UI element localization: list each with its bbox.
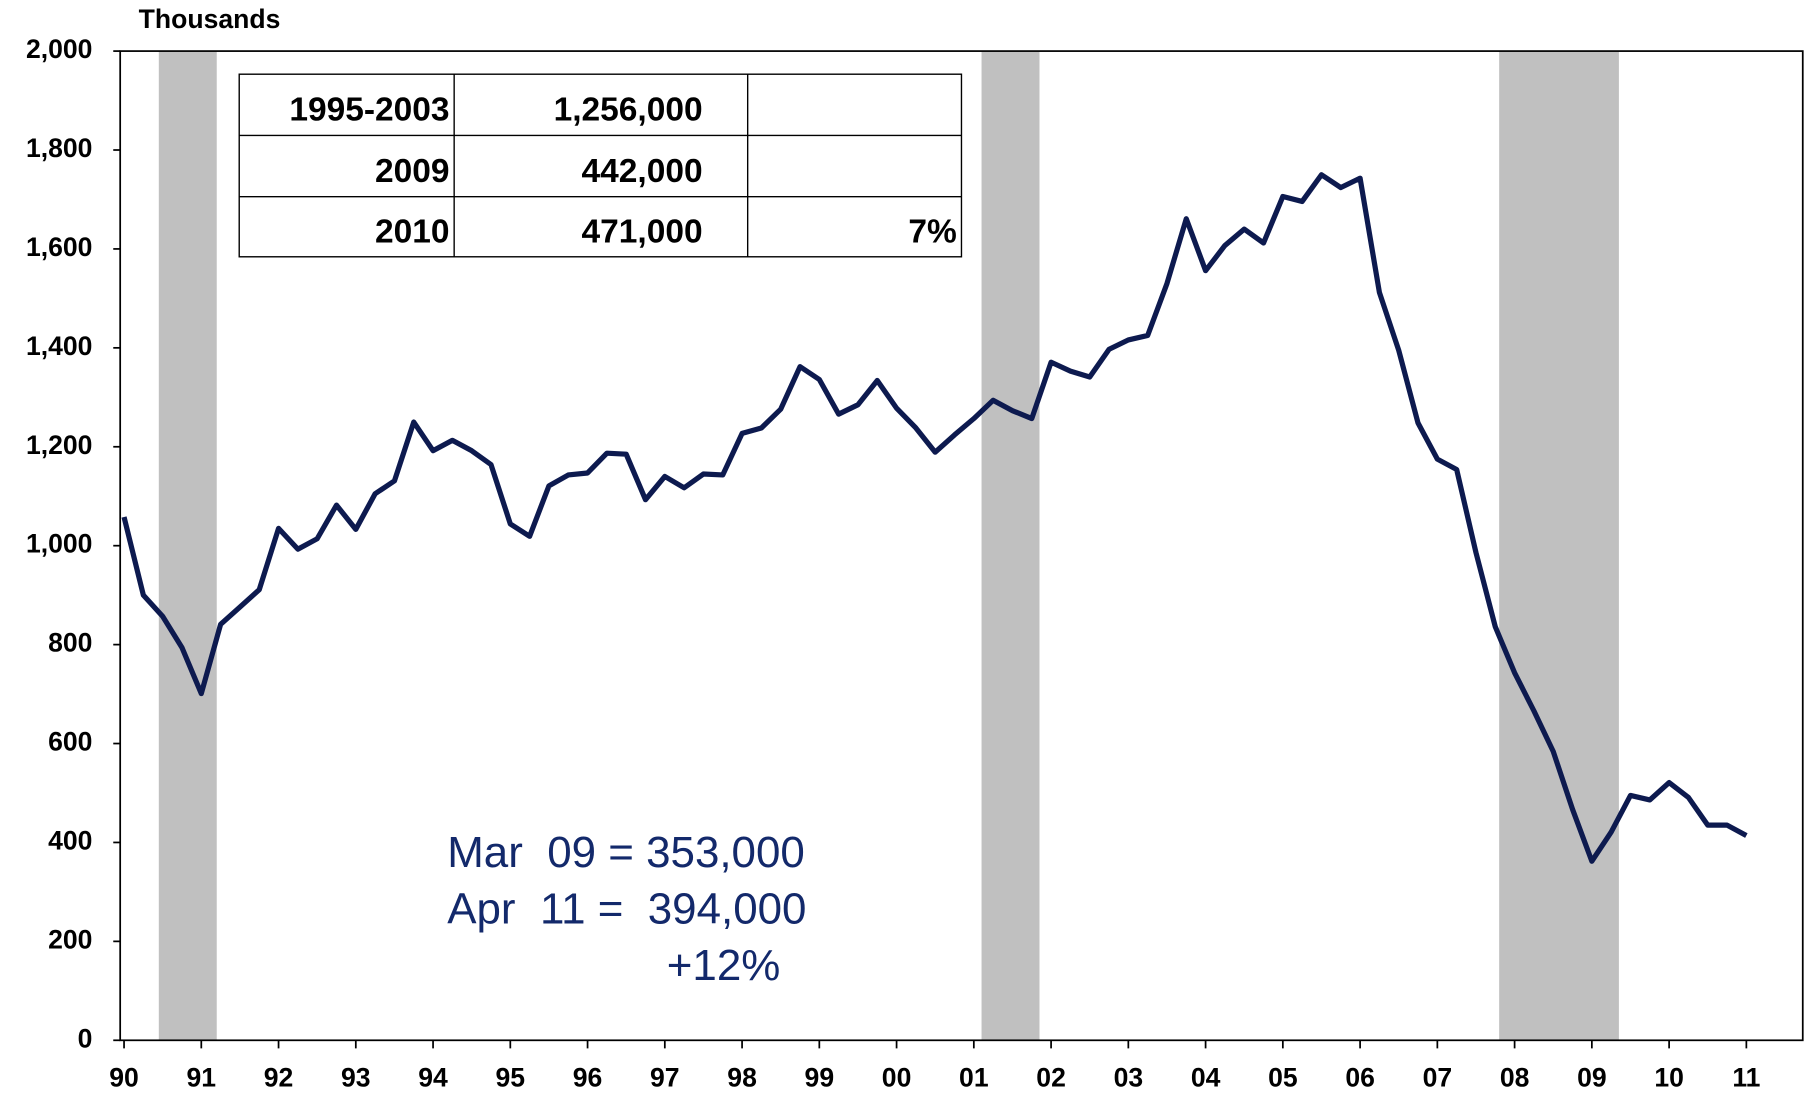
recession-band — [981, 51, 1040, 1041]
annotation: Apr 11 = 394,000 — [447, 885, 806, 934]
x-tick-label: 99 — [805, 1063, 835, 1093]
y-tick-label: 1,000 — [26, 529, 92, 559]
x-tick-label: 93 — [341, 1063, 371, 1093]
x-tick-label: 11 — [1732, 1063, 1760, 1093]
table-cell: 1,256,000 — [554, 92, 703, 129]
annotation: +12% — [667, 941, 781, 990]
x-tick-label: 03 — [1114, 1063, 1144, 1093]
plot-frame — [119, 50, 1804, 1042]
y-tick-label: 2,000 — [26, 34, 92, 64]
y-tick-label: 400 — [48, 825, 92, 855]
y-tick-label: 1,600 — [26, 232, 92, 262]
y-tick-label: 0 — [78, 1023, 93, 1053]
y-tick-label: 200 — [48, 924, 92, 954]
table-cell: 2010 — [375, 214, 450, 251]
x-tick-label: 00 — [882, 1063, 912, 1093]
y-tick-label: 600 — [48, 727, 92, 757]
x-tick-label: 05 — [1268, 1063, 1298, 1093]
x-tick-label: 95 — [496, 1063, 526, 1093]
y-axis-label: Thousands — [139, 4, 281, 34]
annotation: Mar 09 = 353,000 — [447, 828, 805, 877]
x-tick-label: 04 — [1191, 1063, 1221, 1093]
x-tick-label: 02 — [1036, 1063, 1066, 1093]
x-tick-label: 97 — [650, 1063, 680, 1093]
table-cell: 1995-2003 — [289, 92, 449, 129]
x-tick-label: 10 — [1654, 1063, 1684, 1093]
y-tick-label: 1,200 — [26, 430, 92, 460]
x-tick-label: 91 — [187, 1063, 217, 1093]
y-tick-label: 1,800 — [26, 133, 92, 163]
table-bg — [238, 73, 963, 258]
x-tick-label: 08 — [1500, 1063, 1530, 1093]
recession-band — [158, 51, 217, 1041]
table-cell: 442,000 — [582, 153, 703, 190]
table-cell: 2009 — [375, 153, 450, 190]
x-tick-label: 01 — [959, 1063, 989, 1093]
x-tick-label: 96 — [573, 1063, 603, 1093]
x-tick-label: 98 — [727, 1063, 757, 1093]
x-tick-label: 92 — [264, 1063, 294, 1093]
y-tick-label: 1,400 — [26, 331, 92, 361]
x-tick-label: 06 — [1345, 1063, 1375, 1093]
table-cell: 7% — [908, 214, 956, 251]
x-tick-label: 90 — [109, 1063, 139, 1093]
y-tick-label: 800 — [48, 628, 92, 658]
data-line — [121, 172, 1748, 864]
recession-band — [1499, 51, 1619, 1041]
x-tick-label: 09 — [1577, 1063, 1607, 1093]
x-tick-label: 94 — [418, 1063, 448, 1093]
x-tick-label: 07 — [1423, 1063, 1453, 1093]
table-cell: 471,000 — [582, 214, 703, 251]
